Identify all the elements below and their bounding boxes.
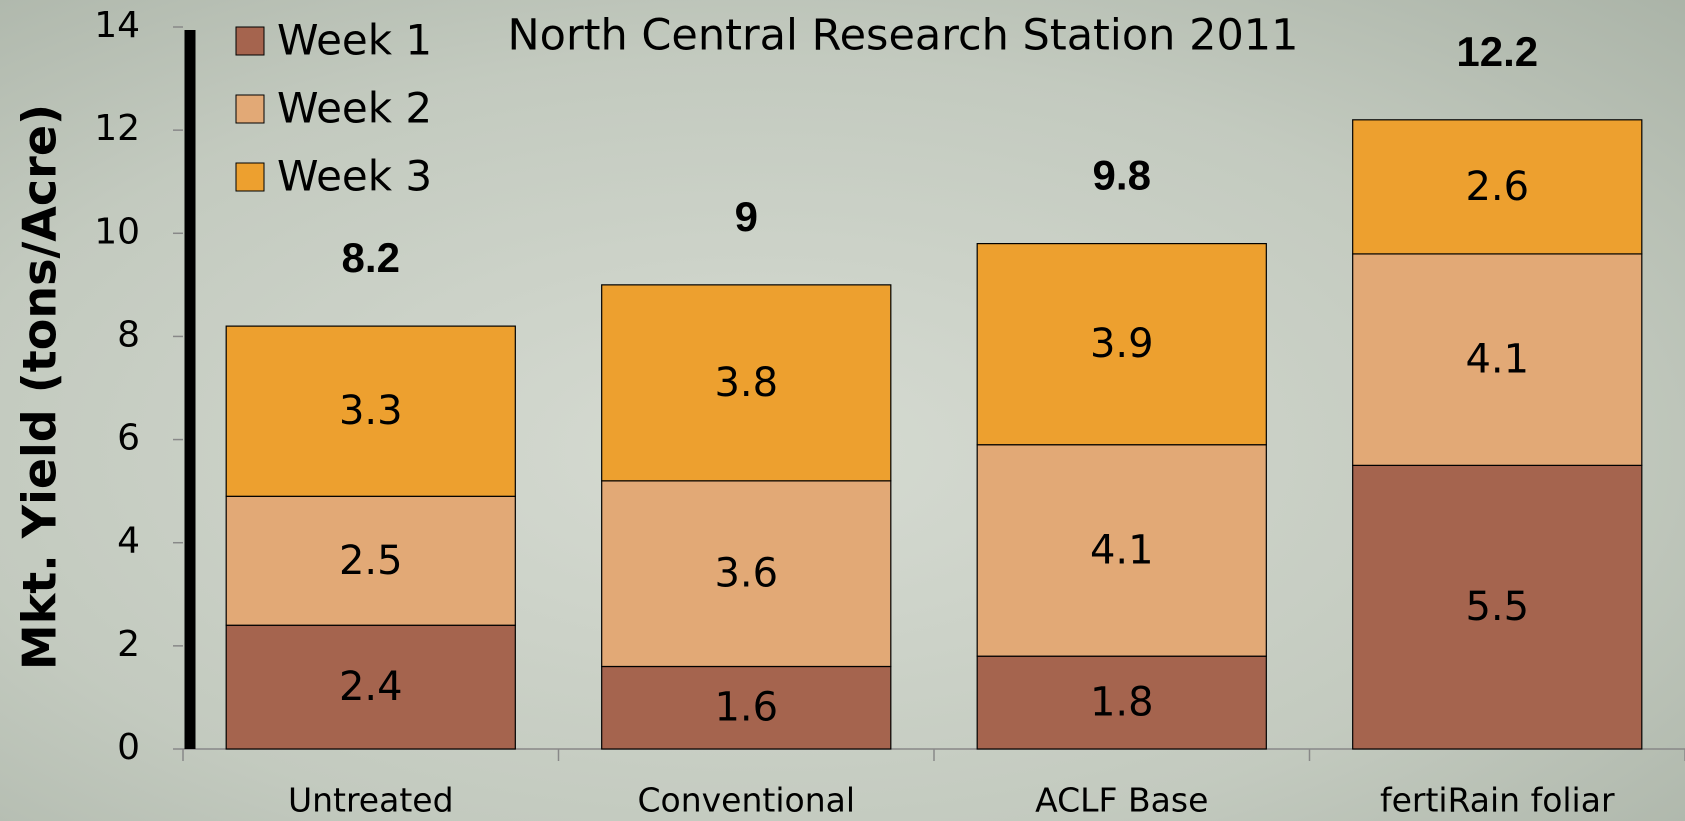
value-label: 4.1 xyxy=(1090,527,1154,573)
value-label: 3.9 xyxy=(1090,321,1154,367)
y-tick-label: 6 xyxy=(117,418,140,459)
value-label: 2.5 xyxy=(339,538,403,584)
legend-label: Week 1 xyxy=(277,16,432,65)
y-tick-label: 12 xyxy=(94,108,140,149)
y-tick-label: 10 xyxy=(94,211,140,252)
value-label: 3.8 xyxy=(714,360,778,406)
legend-swatch xyxy=(236,27,264,55)
value-label: 3.3 xyxy=(339,388,403,434)
legend-swatch xyxy=(236,163,264,191)
y-tick-label: 0 xyxy=(117,727,140,768)
total-label: 9 xyxy=(735,193,758,240)
y-tick-label: 8 xyxy=(117,314,140,355)
chart: North Central Research Station 2011 Mkt.… xyxy=(0,0,1685,821)
y-tick-label: 4 xyxy=(117,521,140,562)
total-label: 8.2 xyxy=(342,234,400,281)
value-label: 2.6 xyxy=(1465,164,1529,210)
total-label: 9.8 xyxy=(1093,152,1151,199)
y-tick-label: 14 xyxy=(94,5,140,46)
value-label: 3.6 xyxy=(714,551,778,597)
value-label: 5.5 xyxy=(1465,584,1529,630)
legend-label: Week 3 xyxy=(277,152,432,201)
value-label: 1.8 xyxy=(1090,680,1154,726)
legend-swatch xyxy=(236,95,264,123)
value-label: 1.6 xyxy=(714,685,778,731)
x-tick-label: fertiRain foliar xyxy=(1380,781,1615,820)
total-label: 12.2 xyxy=(1456,28,1538,75)
value-label: 2.4 xyxy=(339,664,403,710)
y-tick-label: 2 xyxy=(117,624,140,665)
x-tick-label: Conventional xyxy=(638,781,856,820)
x-tick-label: ACLF Base xyxy=(1035,781,1208,820)
y-axis-label: Mkt. Yield (tons/Acre) xyxy=(13,104,67,670)
value-label: 4.1 xyxy=(1465,337,1529,383)
x-tick-label: Untreated xyxy=(288,781,454,820)
legend-label: Week 2 xyxy=(277,84,432,133)
chart-title: North Central Research Station 2011 xyxy=(507,11,1298,61)
